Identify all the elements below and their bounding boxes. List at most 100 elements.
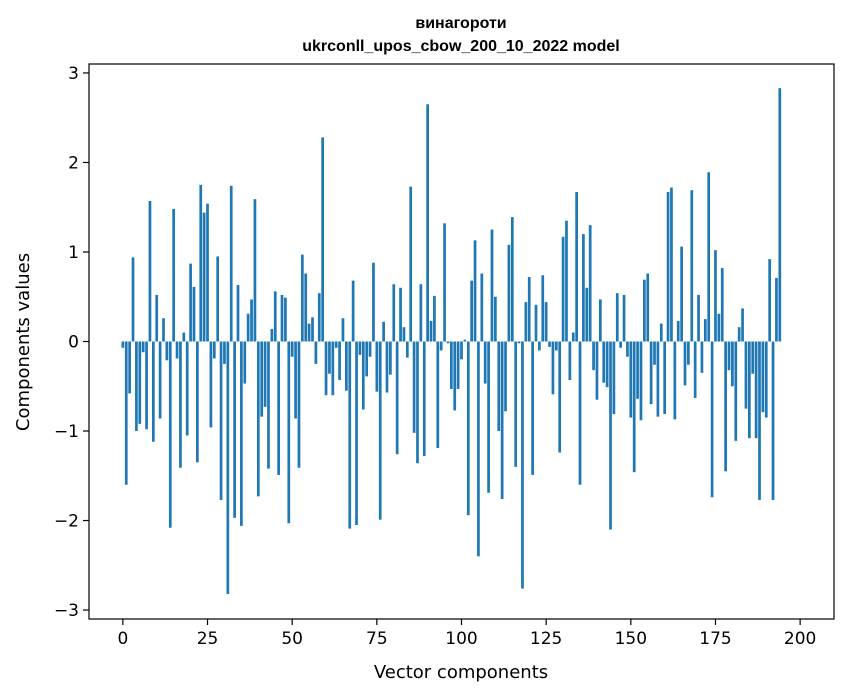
- bar: [751, 341, 755, 374]
- bar: [588, 225, 592, 342]
- bar: [727, 341, 731, 371]
- bar: [703, 319, 707, 342]
- plot-frame: [88, 63, 835, 620]
- bar: [690, 190, 694, 342]
- bar: [500, 341, 504, 500]
- bar: [233, 341, 236, 518]
- bar: [673, 341, 677, 420]
- bar: [148, 200, 152, 342]
- bar: [175, 341, 179, 359]
- bar: [229, 185, 233, 342]
- bar: [720, 268, 724, 342]
- bar: [240, 341, 243, 526]
- bar: [632, 341, 636, 473]
- bar: [348, 341, 352, 529]
- bar: [714, 250, 717, 342]
- bar: [324, 341, 328, 396]
- bar: [744, 341, 748, 409]
- bar: [764, 341, 768, 418]
- bar: [453, 341, 457, 411]
- bar: [212, 341, 216, 359]
- bar: [287, 341, 291, 524]
- bar: [162, 318, 165, 342]
- bar: [771, 341, 775, 500]
- bar: [223, 341, 226, 364]
- chart-subtitle: ukrconll_upos_cbow_200_10_2022 model: [302, 38, 619, 55]
- bar: [582, 234, 585, 342]
- bar: [124, 341, 128, 485]
- bar: [219, 341, 223, 500]
- chart-title: винагороти: [415, 15, 506, 32]
- x-tick-label: 150: [615, 629, 647, 649]
- bar: [724, 341, 727, 472]
- bar: [612, 341, 616, 415]
- bar: [192, 286, 196, 342]
- bar: [436, 341, 440, 449]
- bar: [209, 341, 213, 428]
- y-tick-label: −2: [54, 512, 79, 532]
- bar: [598, 299, 602, 342]
- bar: [466, 341, 470, 516]
- bar: [307, 323, 311, 342]
- bar: [551, 341, 555, 395]
- bar: [165, 341, 169, 361]
- bar: [155, 294, 159, 342]
- bar: [138, 341, 142, 424]
- bar: [409, 186, 413, 342]
- bar: [649, 341, 653, 405]
- bar: [521, 341, 524, 589]
- bar: [622, 294, 626, 342]
- bar: [375, 341, 379, 392]
- x-tick-label: 75: [366, 629, 388, 649]
- bar: [267, 341, 270, 469]
- x-tick-label: 200: [784, 629, 816, 649]
- bar: [544, 302, 548, 342]
- bar: [683, 341, 687, 386]
- bar: [168, 341, 172, 528]
- bar: [629, 341, 633, 418]
- bar: [280, 294, 284, 342]
- x-tick-label: 175: [699, 629, 731, 649]
- bar: [395, 341, 399, 455]
- bar: [382, 321, 385, 342]
- y-tick-label: 2: [68, 153, 79, 173]
- bar: [317, 293, 321, 342]
- bar: [260, 341, 264, 417]
- bar: [179, 341, 182, 468]
- bar: [345, 341, 348, 391]
- bar: [429, 320, 433, 342]
- bar: [378, 341, 382, 520]
- bar: [199, 184, 203, 342]
- bar: [426, 104, 429, 342]
- bar: [236, 285, 240, 342]
- bar: [636, 341, 639, 399]
- bar: [707, 172, 711, 342]
- bar: [446, 341, 450, 344]
- bar: [504, 341, 507, 412]
- bar: [433, 295, 436, 342]
- bar: [311, 317, 314, 342]
- bar: [477, 341, 480, 557]
- bar: [575, 192, 578, 342]
- bar: [273, 291, 277, 342]
- bar: [389, 341, 392, 375]
- bar: [456, 341, 460, 389]
- bar: [565, 220, 568, 342]
- bar: [595, 341, 599, 400]
- bar: [717, 313, 721, 342]
- bar: [341, 318, 345, 342]
- x-tick-label: 25: [197, 629, 219, 649]
- y-tick-label: 3: [68, 64, 79, 84]
- bar: [405, 341, 409, 358]
- bar: [121, 341, 125, 348]
- bar: [605, 341, 609, 388]
- bar: [517, 341, 521, 344]
- bar: [206, 203, 209, 342]
- bar: [592, 341, 595, 371]
- bar: [439, 341, 443, 351]
- bar: [351, 280, 355, 342]
- bar: [615, 293, 619, 342]
- bar: [416, 341, 419, 464]
- bar: [473, 240, 477, 342]
- bar: [361, 341, 365, 410]
